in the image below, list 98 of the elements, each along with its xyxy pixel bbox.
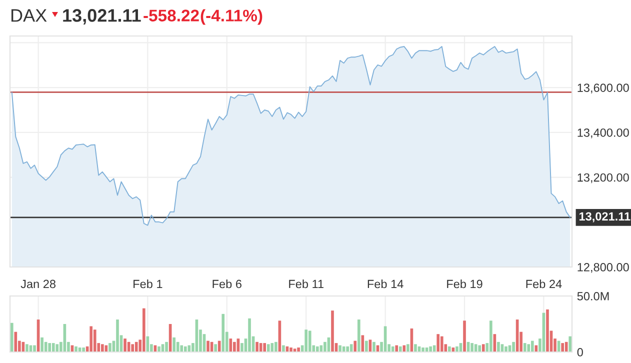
bar — [527, 344, 530, 352]
bar — [218, 340, 221, 352]
bar — [357, 320, 360, 352]
bar — [82, 348, 85, 352]
y-tick-label: 12,800.00 — [578, 263, 629, 273]
bar — [568, 336, 572, 352]
bar — [116, 320, 119, 352]
bar — [256, 342, 258, 352]
bar — [48, 343, 52, 352]
bar — [546, 309, 549, 352]
bar — [391, 346, 394, 352]
bar — [402, 345, 406, 352]
bar — [365, 340, 368, 352]
bar — [222, 314, 225, 352]
bar — [10, 322, 14, 352]
x-tick-label: Feb 11 — [289, 280, 324, 288]
bar — [297, 348, 300, 352]
bar — [40, 337, 44, 352]
bar — [354, 340, 357, 352]
bar — [422, 348, 424, 352]
bar — [308, 330, 312, 352]
bar — [93, 330, 96, 352]
bar — [350, 344, 353, 352]
bar — [290, 348, 292, 352]
bar — [395, 345, 398, 352]
y-tick-label: 13,200.00 — [578, 173, 629, 184]
bar — [316, 346, 319, 352]
bar — [172, 337, 176, 352]
bar — [497, 342, 500, 352]
bar — [512, 342, 515, 352]
bar — [470, 343, 474, 352]
bar — [478, 345, 482, 352]
bar — [248, 318, 251, 352]
x-tick-label: Jan 28 — [20, 280, 56, 288]
x-tick-label: Feb 6 — [212, 280, 242, 288]
bar — [229, 338, 232, 352]
bar — [263, 343, 266, 352]
y-tick-label: 13,400.00 — [578, 128, 629, 138]
bar — [188, 345, 191, 352]
bar — [414, 344, 417, 352]
bar — [90, 326, 93, 352]
bar — [346, 346, 349, 352]
bar — [176, 342, 180, 352]
bar — [489, 320, 492, 352]
bar — [74, 346, 78, 352]
bar — [564, 342, 568, 352]
text: -558.22 — [144, 10, 199, 22]
text: (-4.11%) — [200, 9, 262, 25]
bar — [440, 336, 444, 352]
bar — [180, 345, 184, 352]
x-tick-label: Feb 19 — [447, 280, 482, 288]
bar — [184, 346, 187, 352]
text: 13,021.11 — [63, 9, 141, 24]
bar — [270, 343, 274, 352]
bar — [26, 344, 28, 352]
bar — [134, 342, 138, 352]
bar — [372, 342, 376, 352]
bar — [456, 346, 458, 352]
bar — [100, 344, 104, 352]
bar — [131, 344, 134, 352]
bar — [324, 342, 326, 352]
bar — [124, 338, 126, 352]
bar — [448, 346, 451, 352]
bar — [274, 342, 278, 352]
bar — [504, 346, 508, 352]
bar — [56, 344, 59, 352]
bar — [429, 346, 432, 352]
y-tick-label: 50.0M — [577, 292, 609, 300]
bar — [206, 340, 210, 352]
bar — [482, 344, 485, 352]
bar — [266, 344, 270, 352]
bar — [33, 345, 36, 352]
bar — [530, 340, 534, 352]
bar — [142, 308, 146, 352]
bar — [304, 330, 308, 352]
bar — [463, 320, 466, 352]
bar — [523, 343, 526, 352]
bar — [331, 310, 334, 352]
bar — [214, 344, 217, 352]
bar — [158, 346, 160, 352]
y-tick-label: 13,600.00 — [578, 84, 629, 94]
bar — [52, 343, 55, 352]
bar — [436, 334, 440, 352]
bar — [406, 344, 410, 352]
bar — [561, 343, 564, 352]
bar — [338, 345, 342, 352]
chart-title: DAX — [11, 9, 47, 22]
x-tick-label: Feb 14 — [368, 280, 404, 288]
bar — [282, 345, 285, 352]
ref-line-label: 13,021.11 — [579, 212, 630, 222]
x-tick-label: Feb 1 — [134, 280, 162, 288]
y-tick-label: 0 — [577, 348, 583, 356]
bar — [14, 332, 18, 352]
x-tick-label: Feb 24 — [526, 280, 562, 288]
bar — [108, 343, 112, 352]
bar — [398, 346, 402, 352]
bar — [165, 342, 168, 352]
bar — [233, 342, 236, 352]
